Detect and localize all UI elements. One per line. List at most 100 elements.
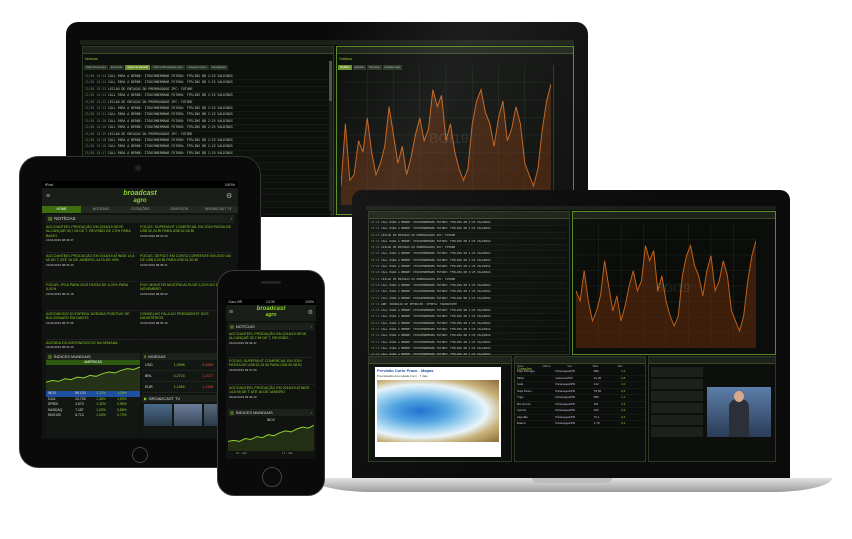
table-row[interactable]: TrigoParanaguá/PR8551,1 bbox=[515, 395, 645, 402]
index-row[interactable]: NASDAQ 7.157 1,03% 0,88% bbox=[46, 408, 140, 414]
tablet-news-item[interactable]: AGCOANTEEL PRODUÇÃO EM 2018/19 ATINGE 14… bbox=[46, 254, 138, 282]
news-tab[interactable]: Exportar bbox=[108, 65, 125, 70]
table-header-cell[interactable]: Var bbox=[567, 364, 592, 369]
chart-tab[interactable]: Estudo bbox=[352, 65, 367, 70]
tablet-news-item[interactable]: FOCUS: SUPERÁVIT COMERCIAL EM 2019 PASSA… bbox=[140, 225, 232, 253]
table-row[interactable]: AçúcarParanaguá/PR2220,9 bbox=[515, 408, 645, 415]
phone-news-arrow[interactable]: › bbox=[310, 324, 312, 329]
tablet-news-item[interactable]: FGV: MONITOR MOSTRA ALTA DE 0,22% DO PIB… bbox=[140, 283, 232, 311]
news-row[interactable]: 21/01 15:18 CALL PARA A BERNE: ITOUCHNER… bbox=[85, 137, 331, 145]
phone-chart-label: IBOV bbox=[266, 418, 276, 422]
phone-settings-icon[interactable]: ⚙ bbox=[307, 310, 313, 316]
table-header-cell[interactable]: Ativo bbox=[517, 364, 542, 369]
tablet-menu-icon[interactable]: ≡ bbox=[46, 193, 51, 200]
laptop-news-row[interactable]: 15:16 ANP: PRODUCAO DE PETROLEO: OFERTA:… bbox=[371, 302, 567, 309]
phone-news-item[interactable]: AGCOANTEEL PRODUÇÃO EM 2018/19 DEVE ALCA… bbox=[228, 331, 314, 358]
index-row[interactable]: IBOV 96.133 1,22% 1,16% bbox=[46, 391, 140, 397]
tv-playlist[interactable] bbox=[651, 367, 703, 455]
laptop-news-row[interactable]: 15:23 LEILAO DE ENTAXAS DO PRERROGADOS I… bbox=[371, 232, 567, 239]
news-tab[interactable]: Agência Estado bbox=[125, 65, 151, 70]
tablet-nav-tab[interactable]: NOTÍCIAS bbox=[92, 207, 109, 211]
news-row[interactable]: 21/01 15:18 CALL PARA A BERNE: ITOUCHNER… bbox=[85, 144, 331, 151]
tablet-settings-icon[interactable]: ⚙ bbox=[226, 193, 233, 200]
tablet-news-item[interactable]: AGCOANTEEL PRODUÇÃO EM 2018/19 DEVE ALCA… bbox=[46, 225, 138, 253]
tablet-news-arrow[interactable]: › bbox=[230, 216, 233, 221]
phone-news-item[interactable]: AGCOANTEEL PRODUÇÃO EM 2018/19 ATINGE 14… bbox=[228, 385, 314, 412]
phone-home-button[interactable] bbox=[262, 467, 282, 487]
tv-video-player[interactable] bbox=[707, 387, 771, 437]
table-header-cell[interactable]: Mín bbox=[618, 364, 643, 369]
news-row[interactable]: 21/01 15:20 CALL PARA A BERNE: ITOUCHNER… bbox=[85, 125, 331, 132]
news-row[interactable]: 21/01 15:21 CALL PARA A BERNE: ITOUCHNER… bbox=[85, 112, 331, 119]
laptop-news-row[interactable]: 15:24 CALL PARA A BERNE: ITOUCHNERMANS F… bbox=[371, 220, 567, 227]
index-row[interactable]: NDX100 6.713 1,00% 0,72% bbox=[46, 413, 140, 419]
phone-menu-icon[interactable]: ≡ bbox=[229, 309, 234, 316]
laptop-news-row[interactable]: 15:18 CALL PARA A BERNE: ITOUCHNERMANS F… bbox=[371, 282, 567, 290]
phone-indices-arrow[interactable]: › bbox=[310, 410, 312, 415]
currency-row[interactable]: BRL 4,2715 1,1017 bbox=[142, 371, 234, 382]
tablet-nav-tab[interactable]: GRÁFICOS bbox=[170, 207, 189, 211]
laptop-news-row[interactable]: 15:15 CALL PARA A BERNE: ITOUCHNERMANS F… bbox=[371, 314, 567, 321]
laptop-news-row[interactable]: 15:24 CALL PARA A BERNE: ITOUCHNERMANS F… bbox=[371, 226, 567, 233]
index-row[interactable]: DJIA 24.706 1,38% 1,00% bbox=[46, 397, 140, 403]
tablet-nav-tab[interactable]: HOME bbox=[42, 206, 82, 213]
tablet-nav-tab[interactable]: COTAÇÕES bbox=[130, 207, 150, 211]
tablet-news-item[interactable]: AGRONEGÓCIO ESPERA 'AGENDA POSITIVA' DE … bbox=[46, 312, 138, 340]
laptop-news-row[interactable]: 15:20 CALL PARA A BERNE: ITOUCHNERMANS F… bbox=[371, 264, 567, 271]
news-scrollbar[interactable] bbox=[329, 61, 332, 211]
laptop-news-row[interactable]: 15:23 CALL PARA A BERNE: ITOUCHNERMANS F… bbox=[371, 239, 567, 246]
table-header-cell[interactable]: Máx bbox=[593, 364, 618, 369]
tv-thumb-2[interactable] bbox=[174, 404, 202, 426]
table-row[interactable]: EtanolParanaguá/PR1,780,2 bbox=[515, 421, 645, 428]
laptop-news-row[interactable]: 15:10 CALL PARA A BERNE: ITOUCHNERMANS F… bbox=[371, 345, 567, 353]
laptop-news-row[interactable]: 15:18 CALL PARA A BERNE: ITOUCHNERMANS F… bbox=[371, 289, 567, 296]
table-header-cell[interactable]: Último bbox=[542, 364, 567, 369]
laptop-news-row[interactable]: 15:11 CALL PARA A BERNE: ITOUCHNERMANS F… bbox=[371, 340, 567, 346]
news-row[interactable]: 21/01 15:22 LEILAO DE ENTAXAS DO PRERROG… bbox=[85, 99, 331, 106]
laptop-news-row[interactable]: 15:17 CALL PARA A BERNE: ITOUCHNERMANS F… bbox=[371, 295, 567, 302]
index-row[interactable]: SP500 2.670 1,32% 0,96% bbox=[46, 402, 140, 408]
table-row[interactable]: Boi GordoParanaguá/PR1510,3 bbox=[515, 402, 645, 408]
tablet-news-item[interactable]: CONSELHO FALA AO PRESIDENTE DOS MINISTÉR… bbox=[140, 312, 232, 340]
table-row[interactable]: Soja FisicoParanaguá/PR79,500,5 bbox=[515, 389, 645, 395]
tablet-home-button[interactable] bbox=[132, 447, 148, 463]
news-tab[interactable]: Destaques bbox=[209, 65, 228, 70]
news-tab[interactable]: Última Broadcast Agro bbox=[151, 65, 186, 70]
laptop-news-row[interactable]: 15:16 CALL PARA A BERNE: ITOUCHNERMANS F… bbox=[371, 308, 567, 315]
table-row[interactable]: CaféParanaguá/PR4121,0 bbox=[515, 382, 645, 389]
phone-news-item[interactable]: FOCUS: SUPERÁVIT COMERCIAL EM 2019 PASSA… bbox=[228, 358, 314, 385]
news-row[interactable]: 21/01 15:20 CALL PARA A BERNE: ITOUCHNER… bbox=[85, 118, 331, 126]
table-row[interactable]: Soja ChicagoParanaguá/PR8901,2 bbox=[515, 369, 645, 376]
laptop-news-row[interactable]: 15:22 LEILAO DE ENTAXAS DO PRERROGADOS I… bbox=[371, 245, 567, 252]
chart-tab[interactable]: Indicadores bbox=[382, 65, 403, 70]
chart-tab[interactable]: Gráfico bbox=[338, 65, 352, 70]
laptop-news-row[interactable]: 15:20 CALL PARA A BERNE: ITOUCHNERMANS F… bbox=[371, 270, 567, 277]
news-row[interactable]: 21/01 15:22 CALL PARA A BERNE: ITOUCHNER… bbox=[85, 106, 331, 113]
currency-row[interactable]: USD 1,3998 5,2650 bbox=[142, 360, 234, 371]
laptop-news-row[interactable]: 15:22 CALL PARA A BERNE: ITOUCHNERMANS F… bbox=[371, 251, 567, 258]
news-row[interactable]: 21/01 15:23 CALL PARA A BERNE: ITOUCHNER… bbox=[85, 93, 331, 100]
laptop-news-row[interactable]: 15:21 CALL PARA A BERNE: ITOUCHNERMANS F… bbox=[371, 257, 567, 265]
laptop-news-row[interactable]: 15:14 CALL PARA A BERNE: ITOUCHNERMANS F… bbox=[371, 320, 567, 328]
laptop-news-row[interactable]: 15:19 LEILAO DE ENTAXAS DO PRERROGADOS I… bbox=[371, 277, 567, 283]
laptop-news-row[interactable]: 15:12 CALL PARA A BERNE: ITOUCHNERMANS F… bbox=[371, 333, 567, 340]
news-tab[interactable]: Imagens Agro bbox=[186, 65, 209, 70]
news-date: 21/01 bbox=[85, 118, 97, 123]
news-tab[interactable]: Mais Recentes bbox=[84, 65, 108, 70]
news-row[interactable]: 21/01 15:24 CALL PARA A BERNE: ITOUCHNER… bbox=[85, 80, 331, 87]
tv-thumb-1[interactable] bbox=[144, 404, 172, 426]
news-row[interactable]: 21/01 15:17 CALL PARA A BERNE: ITOUCHNER… bbox=[85, 150, 331, 158]
tablet-news-item[interactable]: FOCUS: IPCA PARA 2019 PASSA DE 4,02% PAR… bbox=[46, 283, 138, 311]
laptop-news-row[interactable]: 15:13 CALL PARA A BERNE: ITOUCHNERMANS F… bbox=[371, 327, 567, 334]
news-row[interactable]: 21/01 15:24 CALL PARA A BERNE: ITOUCHNER… bbox=[85, 74, 331, 81]
currency-row[interactable]: EUR 1,1364 1,1358 bbox=[142, 382, 234, 393]
chart-tab[interactable]: Período bbox=[367, 65, 382, 70]
tablet-indices-chart bbox=[46, 366, 140, 391]
news-row[interactable]: 21/01 15:19 LEILAO DE ENTAXAS DO PRERROG… bbox=[85, 132, 331, 138]
news-row[interactable]: 21/01 15:23 LEILAO DE ENTAXAS DO PRERROG… bbox=[85, 86, 331, 94]
tablet-nav-tab[interactable]: BROADCAST TV bbox=[205, 207, 232, 211]
tablet-indices-sub[interactable]: AMÉRICAS bbox=[46, 360, 140, 365]
tablet-news-item[interactable]: FOCUS: DÉFICIT EM CONTA CORRENTE EM 2019… bbox=[140, 254, 232, 282]
table-row[interactable]: MilhoCascavel/PR41,200,8 bbox=[515, 376, 645, 382]
table-row[interactable]: AlgodãoParanaguá/PR72,10,4 bbox=[515, 415, 645, 421]
